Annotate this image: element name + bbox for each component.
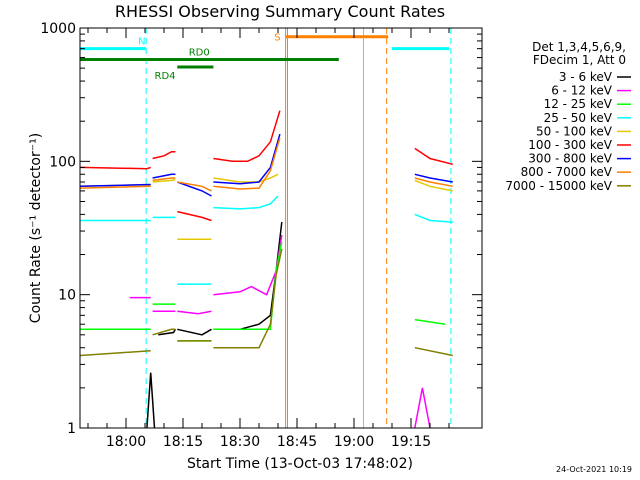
state-bars: N RD0 RD4 S: [80, 33, 449, 82]
series-7-seg-2: [177, 181, 212, 192]
series-6-seg-1: [152, 173, 176, 179]
chart-title: RHESSI Observing Summary Count Rates: [115, 2, 445, 21]
legend-header-1: FDecim 1, Att 0: [533, 53, 626, 67]
state-label-0: N: [138, 37, 145, 48]
footer-date: 24-Oct-2021 10:19: [556, 465, 632, 474]
legend-label-8: 7000 - 15000 keV: [505, 179, 612, 193]
vertical-lines: [145, 28, 452, 428]
series-1-seg-2: [177, 310, 212, 315]
series-6-seg-3: [213, 133, 281, 185]
y-axis-ticks: 1 10 100 1000: [40, 21, 482, 437]
x-tick-label-1: 18:15: [163, 434, 203, 450]
legend-label-7: 800 - 7000 keV: [521, 165, 613, 179]
legend: Det 1,3,4,5,6,9,FDecim 1, Att 0 3 - 6 keV…: [505, 40, 631, 193]
x-axis-ticks: 18:00 18:15 18:30 18:45 19:00 19:15: [87, 28, 450, 450]
series-7-seg-4: [414, 177, 453, 188]
state-label-1: RD0: [189, 48, 210, 59]
series-8-seg-4: [414, 346, 453, 357]
x-tick-label-3: 18:45: [277, 434, 317, 450]
x-tick-label-4: 19:00: [334, 434, 374, 450]
series-4-seg-4: [414, 179, 453, 192]
series-1-seg-3: [213, 234, 283, 296]
series-0-seg-2: [177, 328, 212, 336]
series-1-seg-4: [414, 387, 431, 428]
x-tick-label-5: 19:15: [391, 434, 431, 450]
legend-label-5: 100 - 300 keV: [528, 138, 612, 152]
x-tick-label-0: 18:00: [106, 434, 146, 450]
y-tick-label-2: 100: [49, 154, 76, 170]
series-0-seg-1: [158, 328, 177, 336]
series-5-seg-1: [152, 150, 176, 160]
legend-label-2: 12 - 25 keV: [544, 97, 613, 111]
series-6-seg-0: [80, 183, 151, 188]
series-4-seg-1: [152, 178, 176, 183]
series-2-seg-4: [414, 318, 446, 325]
y-tick-label-1: 10: [58, 288, 76, 304]
series-7-seg-0: [80, 185, 151, 189]
series-8-seg-1: [152, 328, 176, 336]
legend-label-0: 3 - 6 keV: [559, 70, 613, 84]
series-5-seg-0: [80, 166, 151, 170]
series-7-seg-3: [213, 137, 281, 190]
legend-label-4: 50 - 100 keV: [536, 124, 613, 138]
legend-label-6: 300 - 800 keV: [528, 152, 612, 166]
legend-label-1: 6 - 12 keV: [551, 84, 613, 98]
state-label-3: S: [274, 33, 280, 44]
series-0-seg-0: [146, 372, 156, 428]
series-7-seg-1: [152, 177, 176, 182]
series-4-seg-3: [213, 173, 279, 183]
plot-frame: [79, 27, 483, 429]
legend-header-0: Det 1,3,4,5,6,9,: [532, 40, 626, 54]
series-5-seg-2: [177, 210, 212, 222]
y-tick-label-0: 1: [67, 421, 76, 437]
series-6-seg-4: [414, 173, 453, 183]
series-5-seg-4: [414, 147, 453, 166]
series-3-seg-4: [414, 213, 453, 223]
y-tick-label-3: 1000: [40, 21, 76, 37]
state-label-2: RD4: [155, 71, 176, 82]
series-3-seg-3: [213, 195, 279, 210]
series-8-seg-0: [80, 349, 151, 357]
series-6-seg-2: [177, 181, 212, 197]
x-tick-label-2: 18:30: [220, 434, 260, 450]
x-axis-label: Start Time (13-Oct-03 17:48:02): [187, 456, 413, 472]
series-5-seg-3: [213, 110, 281, 163]
series-lines: [80, 110, 453, 428]
legend-label-3: 25 - 50 keV: [544, 111, 613, 125]
series-8-seg-3: [213, 248, 283, 349]
y-axis-label: Count Rate (s⁻¹ detector⁻¹): [28, 133, 44, 323]
